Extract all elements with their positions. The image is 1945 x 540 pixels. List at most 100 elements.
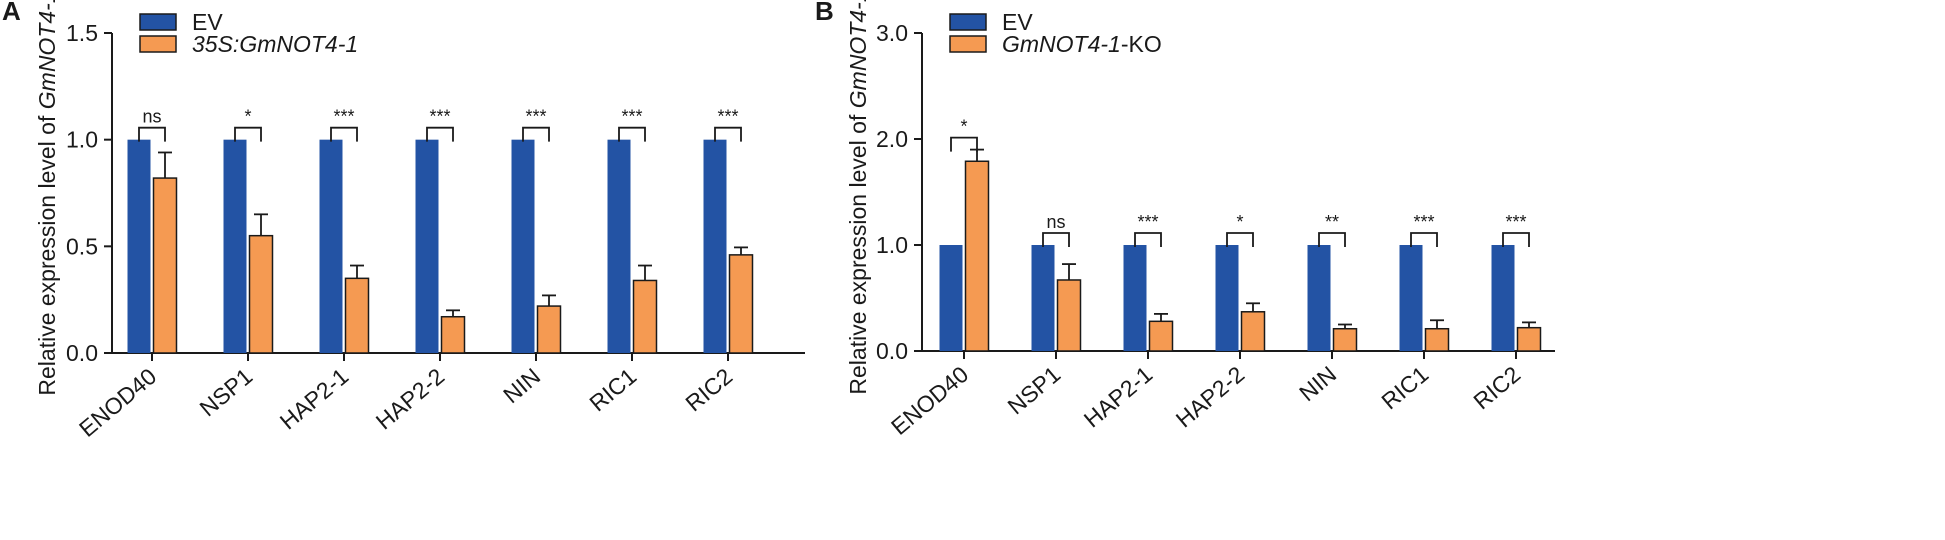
- bar-treatment: [964, 160, 990, 352]
- legend-label-suffix: -KO: [1121, 31, 1162, 57]
- bar-ev: [319, 139, 343, 353]
- bar-ev: [223, 139, 247, 353]
- significance-bracket: [1502, 232, 1530, 247]
- bar-treatment: [344, 277, 370, 354]
- significance-bracket: [1410, 232, 1438, 247]
- bar-ev: [1307, 245, 1331, 351]
- significance-bracket: [950, 136, 978, 152]
- legend-label: EV: [1002, 9, 1033, 35]
- bar-treatment: [1424, 327, 1450, 352]
- significance-label: *: [1236, 212, 1243, 232]
- significance-label: ns: [142, 107, 161, 127]
- bar-treatment: [1332, 327, 1358, 352]
- bar-ev: [1491, 245, 1515, 351]
- bar-ev: [1031, 245, 1055, 351]
- y-tick-label: 1.5: [66, 20, 98, 46]
- significance-bracket: [714, 126, 742, 142]
- legend-swatch-treatment: [139, 35, 177, 53]
- panel-letter: A: [2, 0, 21, 26]
- y-axis-title-prefix: Relative expression level of: [34, 109, 60, 395]
- legend-label-text: EV: [1002, 9, 1033, 35]
- x-category-label: HAP2-2: [371, 363, 449, 435]
- bar-ev: [511, 139, 535, 353]
- y-tick-label: 2.0: [876, 126, 908, 152]
- x-category-label: ENOD40: [74, 363, 161, 442]
- legend-label-italic: GmNOT4-1: [1002, 31, 1121, 57]
- y-tick-label: 1.0: [66, 127, 98, 153]
- legend-label: GmNOT4-1-KO: [1002, 31, 1162, 57]
- bar-treatment: [536, 305, 562, 354]
- legend-label: 35S:GmNOT4-1: [192, 31, 358, 57]
- x-category-label: RIC1: [584, 363, 641, 417]
- bar-treatment: [1516, 326, 1542, 352]
- bar-treatment: [1240, 311, 1266, 352]
- x-category-label: NIN: [1294, 361, 1341, 406]
- x-category-label: ENOD40: [886, 361, 973, 440]
- significance-bracket: [330, 126, 358, 142]
- y-axis-title: Relative expression level of GmNOT4-1: [845, 0, 871, 395]
- legend-swatch-ev: [139, 13, 177, 31]
- significance-bracket: [426, 126, 454, 142]
- significance-label: ns: [1046, 212, 1065, 232]
- bar-treatment: [440, 315, 466, 354]
- y-tick-label: 0.0: [876, 338, 908, 364]
- bar-treatment: [728, 254, 754, 354]
- significance-label: ***: [333, 107, 354, 127]
- significance-bracket: [1042, 232, 1070, 247]
- bar-ev: [1215, 245, 1239, 351]
- significance-bracket: [234, 126, 262, 142]
- y-tick-label: 3.0: [876, 20, 908, 46]
- legend-swatch-ev: [949, 13, 987, 31]
- significance-label: *: [960, 117, 967, 137]
- significance-bracket: [522, 126, 550, 142]
- significance-bracket: [138, 126, 166, 142]
- legend-label: EV: [192, 9, 223, 35]
- legend-swatch-treatment: [949, 35, 987, 53]
- bar-treatment: [248, 234, 274, 354]
- significance-label: ***: [429, 107, 450, 127]
- y-axis-title-prefix: Relative expression level of: [845, 108, 871, 394]
- y-axis-title: Relative expression level of GmNOT4-1: [34, 0, 60, 396]
- significance-label: **: [1325, 212, 1339, 232]
- significance-bracket: [1134, 232, 1162, 247]
- panel-letter: B: [815, 0, 834, 26]
- x-category-label: RIC2: [680, 363, 737, 417]
- significance-label: ***: [1505, 212, 1526, 232]
- x-category-label: RIC1: [1376, 361, 1433, 415]
- significance-label: ***: [717, 107, 738, 127]
- y-axis-title-gene: GmNOT4-1: [34, 0, 60, 109]
- y-tick-label: 1.0: [876, 232, 908, 258]
- legend-label-text: EV: [192, 9, 223, 35]
- x-category-label: HAP2-2: [1171, 361, 1249, 433]
- x-category-label: NIN: [498, 363, 545, 408]
- legend-label-text: 35S:GmNOT4-1: [192, 31, 358, 57]
- bar-ev: [127, 139, 151, 353]
- bar-treatment: [1148, 320, 1174, 352]
- bar-ev: [607, 139, 631, 353]
- bar-ev: [1123, 245, 1147, 351]
- significance-bracket: [618, 126, 646, 142]
- x-category-label: NSP1: [194, 363, 257, 422]
- significance-label: ***: [1137, 212, 1158, 232]
- bar-ev: [939, 245, 963, 351]
- bar-treatment: [632, 279, 658, 354]
- x-category-label: HAP2-1: [275, 363, 353, 435]
- bar-ev: [1399, 245, 1423, 351]
- significance-bracket: [1318, 232, 1346, 247]
- y-tick-label: 0.0: [66, 340, 98, 366]
- bar-ev: [703, 139, 727, 353]
- x-category-label: NSP1: [1002, 361, 1065, 420]
- x-category-label: HAP2-1: [1079, 361, 1157, 433]
- significance-label: ***: [1413, 212, 1434, 232]
- significance-label: ***: [621, 107, 642, 127]
- y-tick-label: 0.5: [66, 233, 98, 259]
- bar-treatment: [152, 177, 178, 354]
- significance-label: ***: [525, 107, 546, 127]
- bar-ev: [415, 139, 439, 353]
- significance-bracket: [1226, 232, 1254, 247]
